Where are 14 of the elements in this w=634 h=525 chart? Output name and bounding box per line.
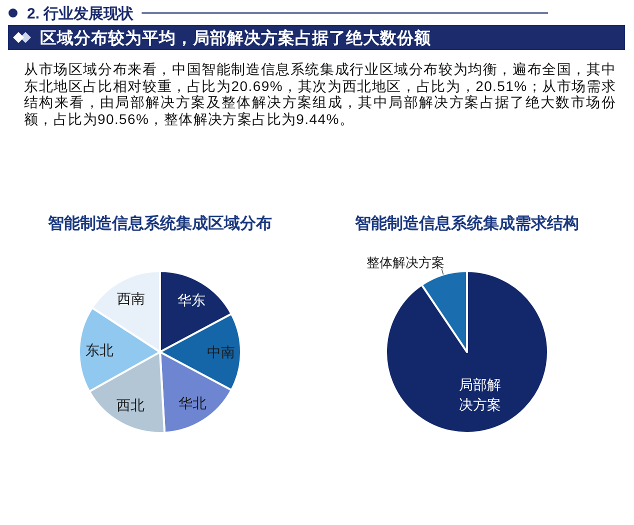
text: 区域分布较为平均，局部解决方案占据了绝大数份额 <box>40 28 432 48</box>
slice-label: 整体解决方案 <box>366 255 445 270</box>
chart-title: 智能制造信息系统集成需求结构 <box>354 214 579 232</box>
slice-label: 东北 <box>85 342 114 358</box>
text: 2. 行业发展现状 <box>27 6 135 22</box>
slice-label: 西北 <box>116 397 145 414</box>
slice-label: 华北 <box>178 395 207 412</box>
pie-slice <box>385 270 549 434</box>
slice-label: 局部解决方案 <box>459 376 502 413</box>
slice-label: 西南 <box>117 290 146 307</box>
chart-title: 智能制造信息系统集成区域分布 <box>47 214 272 232</box>
text: 从市场区域分布来看，中国智能制造信息系统集成行业区域分布较为均衡，遍布全国，其中东北地区占比相对较重，占比为20.69%，其次为西北地区，占比为，20.51%；从市场需求结构来看，由局部解决方案及整体解决方案组成，其中局部解决方案占据了绝大数市场份额，占比为90.56%，整体解决方案占比为9.44%。 <box>24 61 616 128</box>
slice-label: 中南 <box>206 344 235 360</box>
slice-label: 华东 <box>177 292 206 308</box>
